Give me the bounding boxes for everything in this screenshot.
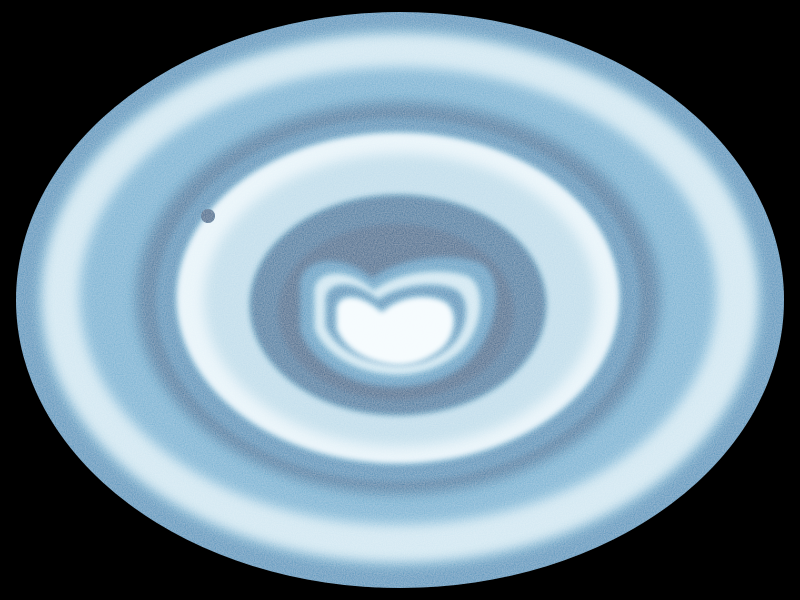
dark-spot <box>201 209 215 223</box>
heart-core <box>336 296 455 366</box>
